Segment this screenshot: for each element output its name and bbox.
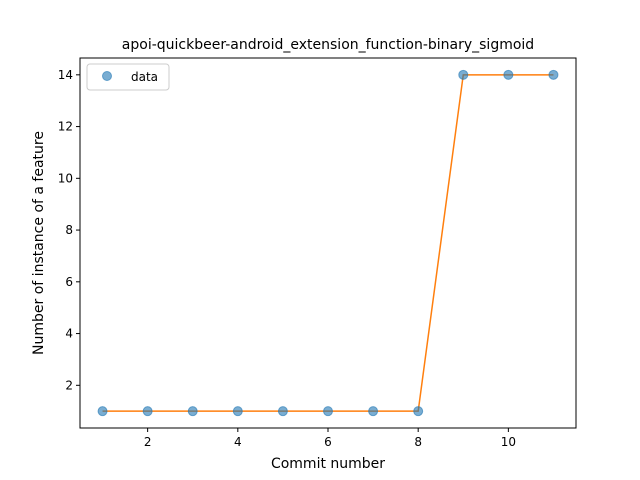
y-tick-label: 12 xyxy=(58,120,73,134)
legend-label: data xyxy=(131,70,158,84)
y-tick-label: 2 xyxy=(65,378,73,392)
x-tick-label: 10 xyxy=(501,435,516,449)
x-tick-label: 8 xyxy=(414,435,422,449)
data-point xyxy=(232,406,243,417)
data-point xyxy=(548,69,559,80)
series-layer xyxy=(97,69,559,417)
y-tick-label: 10 xyxy=(58,171,73,185)
y-tick-label: 8 xyxy=(65,223,73,237)
y-tick-label: 14 xyxy=(58,68,73,82)
data-point xyxy=(323,406,333,417)
data-point xyxy=(97,406,108,417)
legend-frame xyxy=(86,63,170,91)
data-point xyxy=(503,69,514,80)
data-point xyxy=(458,69,469,80)
chart-title: apoi-quickbeer-android_extension_functio… xyxy=(122,37,534,53)
data-point xyxy=(142,406,153,417)
legend: data xyxy=(86,63,170,91)
data-point xyxy=(413,406,424,417)
y-tick-label: 6 xyxy=(65,275,73,289)
y-tick-label: 4 xyxy=(65,327,73,341)
x-tick-label: 4 xyxy=(234,435,242,449)
x-tick-label: 2 xyxy=(144,435,152,449)
legend-marker xyxy=(102,71,112,81)
plot-frame xyxy=(79,57,577,429)
data-point xyxy=(368,406,379,417)
x-tick-label: 6 xyxy=(324,435,332,449)
data-point xyxy=(277,406,288,417)
data-point xyxy=(187,406,198,417)
axis-ticks: 2 4 6 8 10 2 4 6 8 10 12 14 xyxy=(58,68,516,449)
x-axis-label: Commit number xyxy=(271,456,385,472)
y-axis-label: Number of instance of a feature xyxy=(31,131,47,355)
series-line xyxy=(102,74,554,412)
